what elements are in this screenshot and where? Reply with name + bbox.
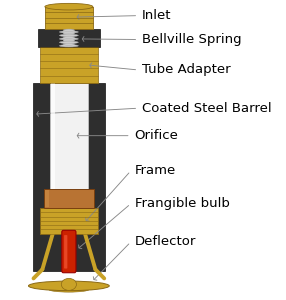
Text: Orifice: Orifice bbox=[134, 129, 178, 142]
Ellipse shape bbox=[63, 39, 75, 42]
Text: Tube Adapter: Tube Adapter bbox=[142, 64, 231, 76]
Text: Frangible bulb: Frangible bulb bbox=[134, 197, 229, 210]
Ellipse shape bbox=[63, 36, 75, 38]
Text: Frame: Frame bbox=[134, 164, 176, 177]
Ellipse shape bbox=[33, 283, 104, 289]
Ellipse shape bbox=[41, 285, 97, 290]
Ellipse shape bbox=[45, 3, 93, 10]
Bar bbox=[50, 83, 88, 189]
Ellipse shape bbox=[59, 45, 78, 47]
Text: Bellville Spring: Bellville Spring bbox=[142, 33, 242, 46]
Text: Deflector: Deflector bbox=[134, 236, 196, 248]
Ellipse shape bbox=[59, 34, 78, 37]
Ellipse shape bbox=[59, 41, 78, 43]
Bar bbox=[38, 29, 100, 47]
FancyBboxPatch shape bbox=[62, 230, 76, 273]
Bar bbox=[40, 47, 98, 83]
Ellipse shape bbox=[61, 278, 76, 290]
Ellipse shape bbox=[59, 38, 78, 40]
Text: Inlet: Inlet bbox=[142, 9, 172, 22]
Bar bbox=[45, 190, 49, 207]
Bar bbox=[45, 7, 93, 29]
Ellipse shape bbox=[49, 287, 89, 292]
Bar bbox=[40, 208, 98, 234]
Bar bbox=[44, 189, 94, 208]
Ellipse shape bbox=[63, 32, 75, 35]
Ellipse shape bbox=[29, 281, 109, 291]
Bar bbox=[51, 83, 55, 189]
Ellipse shape bbox=[63, 43, 75, 45]
FancyBboxPatch shape bbox=[64, 235, 67, 268]
Text: Coated Steel Barrel: Coated Steel Barrel bbox=[142, 102, 272, 115]
Bar bbox=[33, 83, 105, 271]
Ellipse shape bbox=[59, 31, 78, 33]
Ellipse shape bbox=[63, 29, 75, 32]
